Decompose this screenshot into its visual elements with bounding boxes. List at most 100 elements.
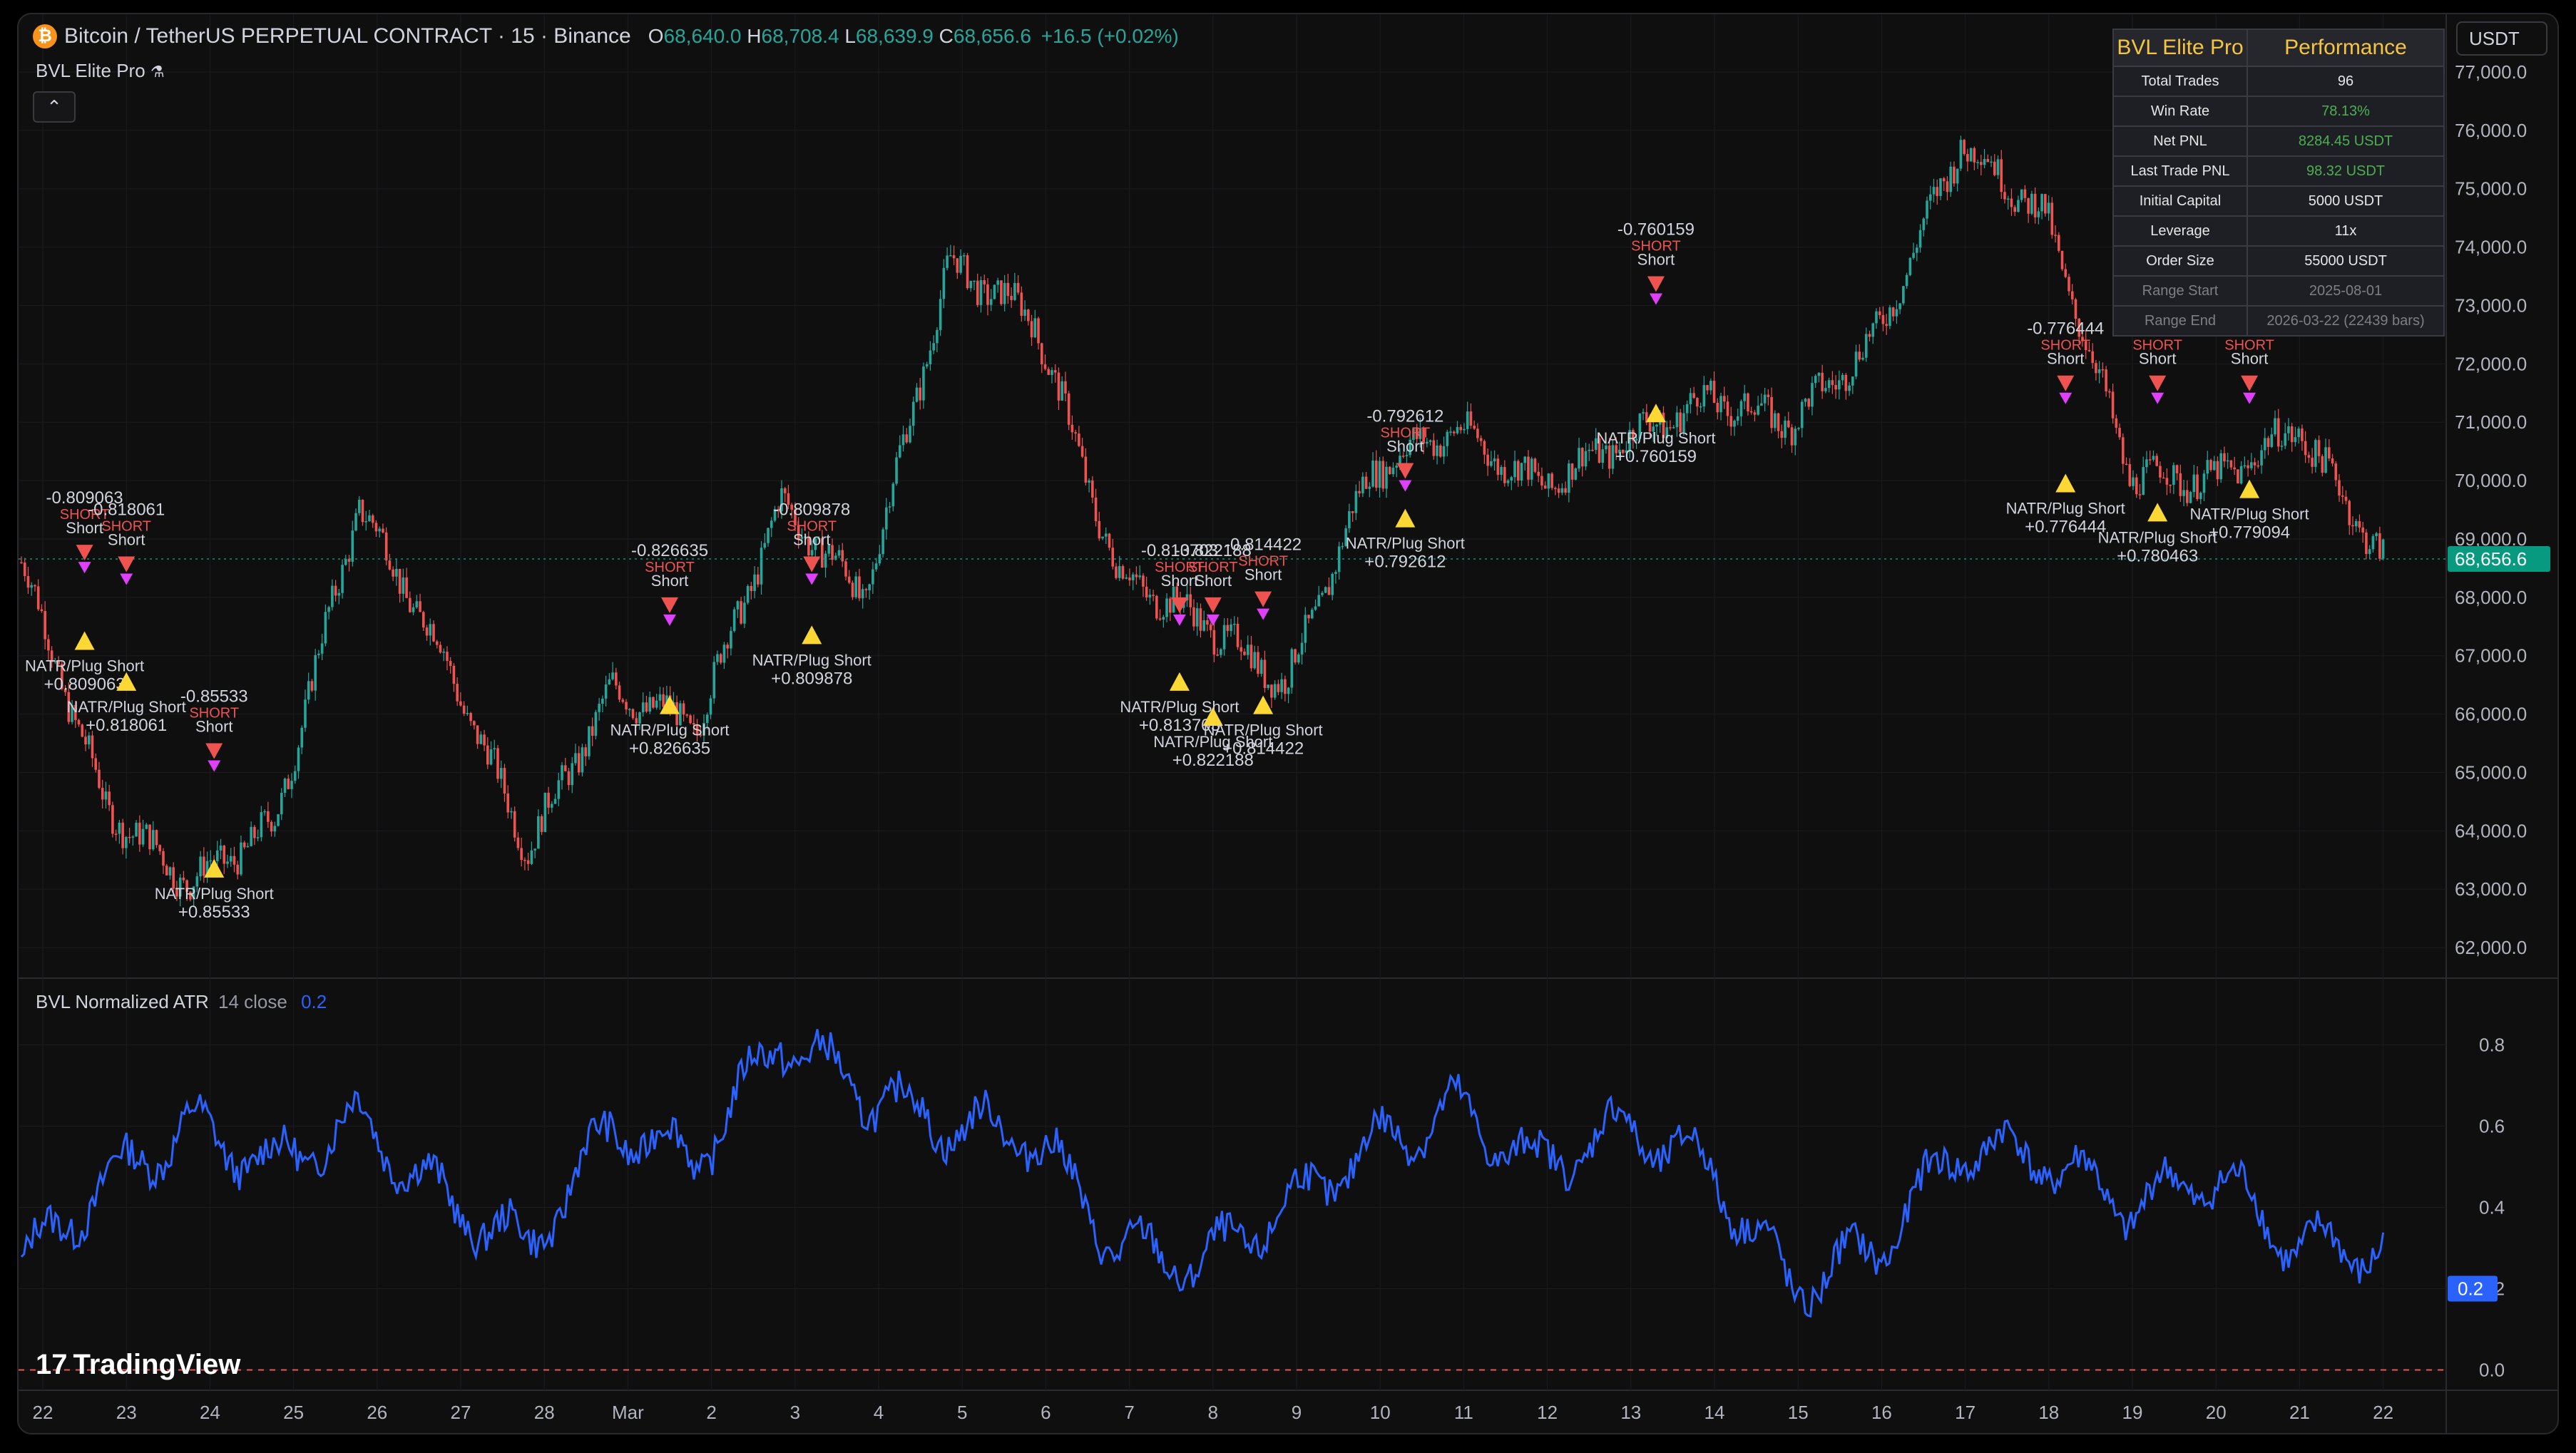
- exit-arrow-icon[interactable]: [204, 858, 225, 878]
- short-entry-arrow-icon[interactable]: [2057, 375, 2075, 391]
- candle-body: [2250, 462, 2253, 468]
- exit-arrow-icon[interactable]: [1645, 404, 1666, 423]
- candle-body: [162, 851, 165, 866]
- short-entry-arrow-icon[interactable]: [1170, 597, 1188, 613]
- indicator-legend-atr[interactable]: BVL Normalized ATR 14 close 0.2: [36, 991, 327, 1013]
- candle-body: [1023, 309, 1026, 317]
- exit-arrow-icon[interactable]: [116, 672, 137, 691]
- exit-arrow-icon[interactable]: [1169, 672, 1190, 691]
- price-tick-label: 70,000.0: [2455, 470, 2527, 491]
- exit-arrow-icon[interactable]: [2239, 479, 2260, 498]
- candle-body: [2132, 477, 2135, 486]
- indicator-legend-main[interactable]: BVL Elite Pro ⚗: [36, 60, 165, 82]
- candle-body: [337, 592, 341, 596]
- candle-body: [1506, 480, 1510, 483]
- candle-body: [1557, 488, 1560, 493]
- candle-body: [2128, 464, 2132, 486]
- trade-exit-value: +0.809878: [771, 669, 852, 688]
- short-entry-arrow-icon[interactable]: [661, 597, 678, 613]
- candle-body: [2013, 207, 2016, 212]
- candle-body: [2159, 466, 2162, 478]
- candle-body: [743, 602, 746, 624]
- candle-body: [2097, 369, 2101, 374]
- short-entry-arrow-icon[interactable]: [1647, 276, 1665, 292]
- candle-body: [466, 713, 469, 714]
- atr-indicator-value: 0.2: [301, 991, 327, 1012]
- currency-select[interactable]: USDT: [2456, 21, 2547, 56]
- candle-body: [608, 679, 611, 685]
- short-entry-arrow-icon[interactable]: [76, 545, 93, 561]
- time-tick-label: 8: [1208, 1402, 1218, 1423]
- candle-body: [40, 609, 44, 612]
- candle-body: [1679, 412, 1682, 433]
- symbol-title[interactable]: Bitcoin / TetherUS PERPETUAL CONTRACT · …: [64, 24, 631, 48]
- candle-body: [503, 768, 506, 794]
- candle-body: [1104, 533, 1108, 537]
- candle-body: [2162, 477, 2165, 479]
- short-entry-arrow-icon[interactable]: [1396, 463, 1414, 479]
- trade-exit-label: NATR/Plug Short: [1596, 429, 1715, 447]
- candle-body: [898, 445, 901, 458]
- candle-body: [1273, 684, 1277, 698]
- price-tick-label: 66,000.0: [2455, 704, 2527, 725]
- candle-body: [787, 493, 790, 505]
- candle-body: [1875, 311, 1878, 324]
- short-entry-arrow-icon[interactable]: [2241, 375, 2259, 391]
- candle-body: [1780, 431, 1784, 438]
- candle-body: [1983, 158, 1986, 165]
- short-entry-arrow-icon[interactable]: [205, 743, 223, 759]
- candle-body: [2020, 189, 2023, 200]
- short-entry-arrow-icon[interactable]: [2149, 375, 2167, 391]
- trade-entry-tag: SHORT: [1238, 554, 1288, 570]
- exit-arrow-icon[interactable]: [2147, 503, 2168, 522]
- candle-body: [1334, 572, 1337, 574]
- candle-body: [1898, 303, 1901, 309]
- exit-arrow-icon[interactable]: [2055, 473, 2076, 493]
- candle-body: [1080, 446, 1084, 457]
- candle-body: [615, 672, 618, 686]
- candle-body: [2253, 462, 2256, 466]
- candle-body: [1091, 480, 1094, 498]
- candle-body: [946, 255, 949, 268]
- candle-body: [30, 585, 34, 588]
- candle-body: [405, 577, 408, 598]
- short-entry-arrow-icon[interactable]: [1204, 597, 1222, 613]
- short-entry-arrow-icon[interactable]: [118, 556, 136, 573]
- candle-body: [628, 709, 631, 711]
- candle-body: [1716, 402, 1719, 413]
- collapse-legend-button[interactable]: ⌃: [33, 91, 76, 123]
- candle-body: [2223, 453, 2226, 462]
- short-entry-arrow-icon[interactable]: [1254, 591, 1272, 607]
- candle-body: [1043, 364, 1047, 369]
- candle-body: [682, 703, 685, 715]
- candle-body: [462, 705, 466, 714]
- candle-body: [1574, 468, 1578, 480]
- candle-body: [1743, 393, 1746, 401]
- exit-arrow-icon[interactable]: [1395, 508, 1416, 528]
- open-value: 68,640.0: [663, 25, 742, 47]
- candle-body: [2276, 418, 2280, 447]
- time-tick-label: 21: [2289, 1402, 2310, 1423]
- candle-body: [841, 550, 844, 562]
- candle-body: [591, 726, 594, 736]
- candle-body: [551, 803, 553, 808]
- exit-arrow-icon[interactable]: [802, 625, 822, 645]
- candle-body: [1749, 411, 1753, 413]
- candle-body: [1253, 652, 1257, 669]
- exit-arrow-icon[interactable]: [1202, 707, 1223, 726]
- exit-arrow-icon[interactable]: [660, 695, 680, 714]
- candle-body: [473, 721, 476, 726]
- time-tick-label: 12: [1537, 1402, 1558, 1423]
- candle-body: [2054, 235, 2057, 236]
- exit-arrow-icon[interactable]: [74, 631, 95, 650]
- candle-body: [1588, 449, 1591, 451]
- candle-body: [2074, 299, 2077, 319]
- exit-arrow-icon[interactable]: [1253, 695, 1274, 714]
- trade-exit-value: +0.809063: [44, 675, 126, 694]
- candle-body: [1560, 488, 1564, 493]
- candle-body: [1145, 586, 1148, 597]
- candle-body: [847, 576, 851, 583]
- short-entry-arrow-icon[interactable]: [803, 556, 821, 573]
- candle-body: [287, 779, 290, 789]
